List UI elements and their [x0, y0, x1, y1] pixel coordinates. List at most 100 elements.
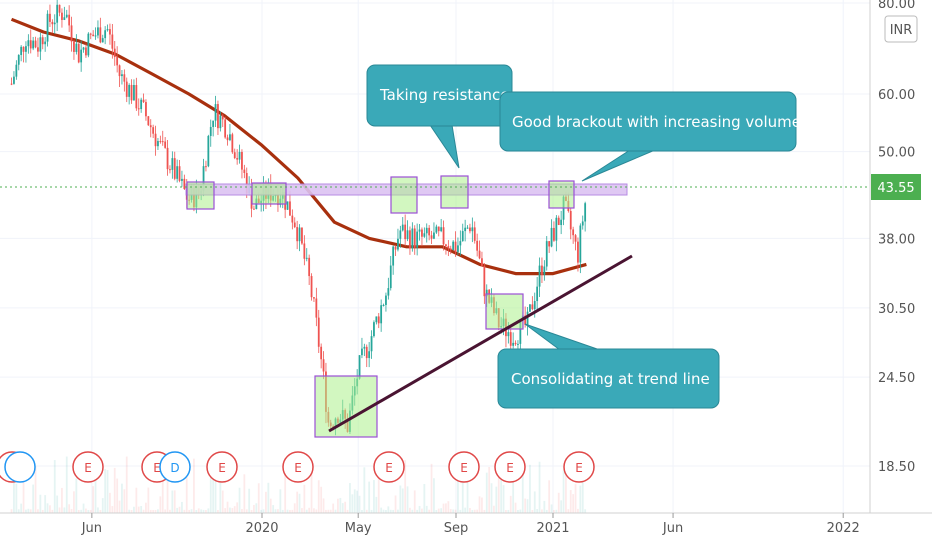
volume-bar: [77, 509, 80, 513]
candle-body: [56, 4, 59, 23]
time-tick-label: May: [345, 521, 372, 536]
volume-bar: [401, 488, 404, 513]
volume-bar: [284, 473, 287, 513]
candle-body: [517, 343, 519, 345]
candle-body: [70, 25, 73, 42]
candle-body: [433, 232, 435, 239]
candle-body: [61, 12, 63, 20]
candle-body: [53, 22, 56, 25]
candle-body: [471, 227, 474, 232]
candle-body: [368, 351, 371, 359]
volume-bar: [113, 467, 116, 513]
volume-bar: [346, 509, 349, 513]
volume-bar: [509, 495, 512, 513]
volume-bar: [169, 509, 171, 513]
time-tick-label: Jun: [662, 521, 683, 536]
candle-body: [212, 120, 215, 127]
candle-body: [68, 14, 71, 26]
earnings-marker[interactable]: [448, 451, 480, 483]
candle-body: [411, 228, 414, 249]
volume-bar: [219, 463, 222, 513]
candle-body: [253, 208, 255, 210]
earnings-marker[interactable]: [206, 451, 238, 483]
volume-bar: [373, 480, 375, 513]
volume-bar: [567, 509, 570, 513]
candle-body: [207, 135, 210, 167]
currency-badge[interactable]: [884, 15, 918, 43]
volume-bar: [339, 497, 342, 513]
candle-body: [202, 166, 205, 191]
volume-bar: [349, 483, 351, 513]
candle-body: [481, 258, 483, 266]
volume-bar: [399, 485, 402, 513]
volume-bars: [10, 455, 587, 513]
candle-body: [111, 34, 114, 49]
volume-bar: [75, 478, 78, 513]
volume-bar: [248, 488, 251, 513]
volume-bar: [442, 503, 445, 513]
earnings-marker[interactable]: [72, 451, 104, 483]
candle-body: [289, 201, 291, 216]
candle-body: [157, 141, 159, 147]
candle-body: [454, 241, 457, 252]
volume-bar: [423, 483, 426, 513]
earnings-marker-label: E: [506, 461, 514, 475]
candle-body: [416, 231, 419, 248]
candle-body: [531, 304, 534, 310]
candle-body: [231, 134, 234, 153]
earnings-marker[interactable]: [563, 451, 595, 483]
candle-body: [17, 55, 20, 65]
volume-bar: [421, 508, 423, 513]
candle-body: [473, 227, 476, 241]
candle-body: [145, 102, 147, 117]
candle-body: [555, 217, 558, 241]
volume-bar: [317, 480, 320, 513]
volume-bar: [164, 509, 167, 513]
candle-body: [560, 219, 563, 225]
earnings-marker[interactable]: [373, 451, 405, 483]
candle-body: [142, 99, 145, 103]
candle-body: [569, 211, 572, 230]
candle-body: [128, 84, 131, 97]
candle-body: [15, 64, 18, 77]
candle-body: [464, 227, 467, 232]
earnings-marker[interactable]: [282, 451, 314, 483]
volume-bar: [205, 510, 207, 513]
volume-bar: [85, 508, 87, 513]
volume-bar: [63, 507, 66, 513]
candle-body: [557, 217, 560, 225]
candle-body: [80, 49, 83, 63]
candle-body: [529, 304, 531, 312]
volume-bar: [409, 507, 411, 513]
time-tick-label: 2022: [827, 521, 860, 536]
volume-bar: [241, 509, 243, 513]
candle-body: [94, 35, 97, 37]
candle-body: [469, 227, 471, 232]
volume-bar: [221, 490, 224, 513]
volume-bar: [58, 507, 61, 513]
volume-bar: [245, 509, 248, 513]
candle-body: [147, 116, 150, 126]
volume-bar: [238, 487, 241, 513]
candle-body: [445, 244, 447, 247]
highlight-box: [251, 182, 287, 205]
volume-bar: [581, 478, 584, 513]
volume-bar: [425, 505, 428, 513]
volume-bar: [337, 498, 339, 513]
volume-bar: [188, 509, 191, 513]
volume-bar: [430, 463, 433, 513]
candle-body: [413, 228, 416, 248]
earnings-marker[interactable]: [4, 451, 36, 483]
volume-bar: [207, 508, 210, 513]
candle-body: [154, 133, 157, 147]
earnings-marker[interactable]: [494, 451, 526, 483]
volume-bar: [315, 509, 318, 513]
earnings-marker[interactable]: [159, 451, 191, 483]
volume-bar: [478, 496, 481, 513]
volume-bar: [279, 489, 282, 513]
volume-bar: [159, 496, 162, 513]
volume-bar: [375, 496, 378, 513]
volume-bar: [80, 509, 83, 513]
candle-body: [545, 241, 548, 267]
earnings-marker-label: E: [84, 461, 92, 475]
